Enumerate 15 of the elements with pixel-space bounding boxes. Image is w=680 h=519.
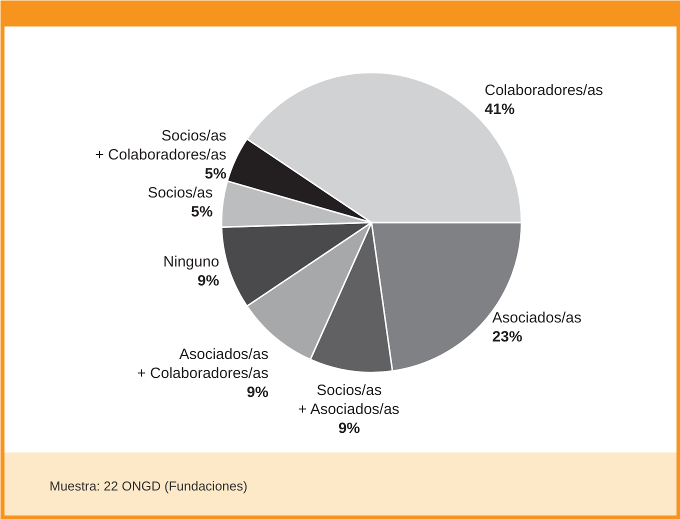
slice-label: Ninguno [163, 253, 220, 270]
slice-label: Asociados/as + Colaboradores/as [137, 346, 268, 382]
data-label: 5% [191, 204, 213, 221]
slice-label: Socios/as + Colaboradores/as [95, 128, 226, 164]
data-label: 9% [198, 272, 220, 290]
slice-label: Asociados/as [492, 309, 582, 326]
data-label: 5% [204, 166, 226, 183]
slice-label: Socios/as + Asociados/as [298, 382, 400, 418]
data-label: 9% [338, 420, 360, 437]
data-label: 41% [484, 100, 515, 118]
data-label: 9% [246, 384, 268, 401]
data-label: 23% [492, 328, 522, 346]
text: Muestra: 22 ONGD (Fundaciones) [50, 478, 248, 494]
slice-label: Colaboradores/as [484, 82, 604, 99]
slice-label: Socios/as [148, 184, 213, 202]
